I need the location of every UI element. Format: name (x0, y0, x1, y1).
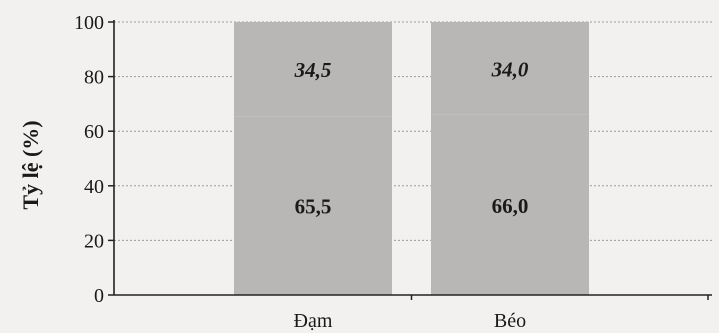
data-label-Béo-segment-1: 66,0 (492, 194, 529, 218)
x-tick-labels: Đạm Béo (294, 310, 527, 332)
data-label-Đạm-segment-1: 65,5 (295, 195, 332, 219)
x-tick-label-Đạm: Đạm (294, 310, 333, 332)
data-label-Béo-segment-2: 34,0 (491, 57, 529, 81)
y-tick-label-40: 40 (84, 176, 104, 198)
y-tick-label-0: 0 (94, 285, 104, 307)
data-labels: 65,5 34,5 66,0 34,0 (294, 57, 529, 218)
y-axis-title: Tỷ lệ (%) (18, 120, 43, 209)
bar-group (234, 22, 589, 295)
y-tick-label-100: 100 (74, 12, 104, 34)
y-tick-label-80: 80 (84, 67, 104, 89)
gridlines (114, 21, 712, 241)
y-tick-label-20: 20 (84, 230, 104, 252)
bar-Béo-segment-1 (431, 114, 589, 295)
axes (108, 20, 712, 300)
bar-Đạm-segment-1 (234, 116, 392, 295)
bar-Béo-segment-2 (431, 22, 589, 115)
y-tick-label-60: 60 (84, 121, 104, 143)
x-tick-label-Béo: Béo (494, 310, 526, 332)
y-tick-labels: 0 20 40 60 80 100 (74, 12, 104, 307)
data-label-Đạm-segment-2: 34,5 (294, 58, 332, 82)
bar-Đạm-segment-2 (234, 22, 392, 117)
